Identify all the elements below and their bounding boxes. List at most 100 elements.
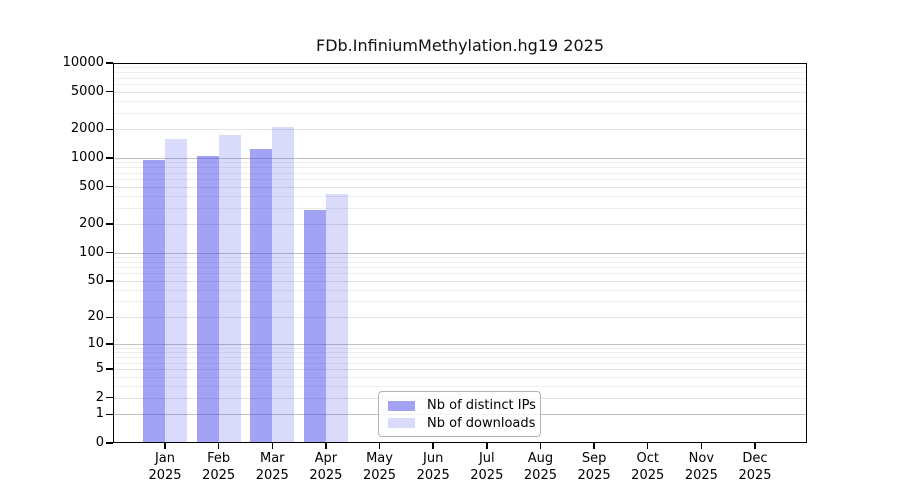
gridline — [113, 252, 807, 254]
gridline — [113, 351, 807, 353]
x-tick-mark — [271, 443, 274, 449]
x-tick-mark — [432, 443, 434, 449]
y-tick-label: 10000 — [62, 54, 104, 70]
x-tick-mark — [164, 443, 166, 449]
x-tick-mark — [700, 443, 703, 449]
x-tick-mark — [754, 443, 756, 449]
y-tick-mark — [106, 128, 113, 131]
x-tick-label: Feb 2025 — [202, 451, 236, 483]
gridline — [113, 172, 807, 174]
legend-entry: Nb of downloads — [388, 415, 535, 433]
gridline — [113, 300, 807, 302]
gridline — [113, 316, 807, 318]
y-tick-label: 5000 — [70, 83, 104, 99]
gridline — [113, 71, 807, 73]
gridline — [113, 343, 807, 345]
y-tick-mark — [106, 157, 113, 159]
y-tick-mark — [106, 62, 113, 64]
gridline — [113, 256, 807, 258]
gridline — [113, 207, 807, 209]
x-tick-label: Mar 2025 — [255, 451, 289, 483]
gridline — [113, 289, 807, 291]
gridline — [113, 166, 807, 168]
bar — [218, 134, 241, 443]
bar — [325, 193, 348, 443]
legend: Nb of distinct IPs Nb of downloads — [378, 391, 541, 437]
gridline — [113, 362, 807, 364]
gridline — [113, 280, 807, 282]
y-tick-label: 100 — [79, 244, 104, 260]
gridline — [113, 368, 807, 370]
y-tick-label: 200 — [79, 216, 104, 232]
gridline — [113, 128, 807, 130]
gridline — [113, 376, 807, 378]
legend-label: Nb of downloads — [427, 415, 536, 431]
legend-swatch — [388, 400, 415, 411]
gridline — [113, 66, 807, 68]
gridline — [113, 356, 807, 358]
y-tick-mark — [106, 368, 113, 370]
bar — [196, 155, 219, 443]
bar — [250, 148, 273, 443]
y-tick-label: 5 — [95, 361, 104, 377]
x-tick-label: Sep 2025 — [577, 451, 611, 483]
y-tick-mark — [106, 280, 113, 282]
gridline — [113, 347, 807, 349]
y-tick-mark — [106, 185, 113, 188]
x-tick-mark — [539, 443, 542, 449]
legend-swatch — [388, 418, 415, 429]
y-tick-label: 500 — [79, 178, 104, 194]
gridline — [113, 186, 807, 188]
x-tick-mark — [378, 443, 381, 449]
y-tick-label: 2 — [95, 389, 104, 405]
gridline — [113, 161, 807, 163]
bar — [303, 210, 326, 443]
y-tick-label: 10 — [87, 336, 104, 352]
x-tick-label: Dec 2025 — [738, 451, 772, 483]
bar — [165, 138, 187, 443]
x-tick-label: Jul 2025 — [470, 451, 504, 483]
y-tick-mark — [106, 413, 113, 416]
chart-title: FDb.InfiniumMethylation.hg19 2025 — [316, 36, 604, 55]
gridline — [113, 100, 807, 102]
bar — [143, 160, 165, 443]
legend-label: Nb of distinct IPs — [427, 398, 536, 414]
x-tick-label: Aug 2025 — [523, 451, 557, 483]
y-tick-mark — [106, 343, 113, 345]
y-tick-label: 2000 — [70, 121, 104, 137]
x-tick-mark — [325, 443, 327, 449]
gridline — [113, 385, 807, 387]
gridline — [113, 266, 807, 268]
y-tick-mark — [106, 442, 113, 444]
x-tick-label: May 2025 — [362, 451, 397, 483]
x-tick-label: Apr 2025 — [309, 451, 343, 483]
legend-entry: Nb of distinct IPs — [388, 397, 536, 415]
y-tick-mark — [106, 396, 113, 399]
y-tick-label: 1000 — [70, 149, 104, 165]
gridline — [113, 223, 807, 225]
y-tick-label: 0 — [95, 435, 104, 450]
y-tick-mark — [106, 90, 113, 93]
y-tick-label: 1 — [95, 406, 104, 422]
x-tick-mark — [217, 443, 220, 449]
y-tick-mark — [106, 316, 113, 319]
y-tick-label: 50 — [87, 272, 104, 288]
gridline — [113, 112, 807, 114]
gridline — [113, 77, 807, 79]
gridline — [113, 178, 807, 180]
x-tick-mark — [646, 443, 649, 449]
x-tick-mark — [486, 443, 488, 449]
gridline — [113, 261, 807, 263]
gridline — [113, 195, 807, 197]
y-tick-mark — [106, 223, 113, 225]
gridline — [113, 83, 807, 85]
bar — [272, 127, 295, 443]
x-tick-label: Nov 2025 — [684, 451, 718, 483]
y-tick-mark — [106, 251, 113, 254]
gridline — [113, 157, 807, 159]
x-tick-label: Oct 2025 — [631, 451, 665, 483]
gridline — [113, 91, 807, 93]
gridline — [113, 272, 807, 274]
y-tick-label: 20 — [87, 309, 104, 325]
